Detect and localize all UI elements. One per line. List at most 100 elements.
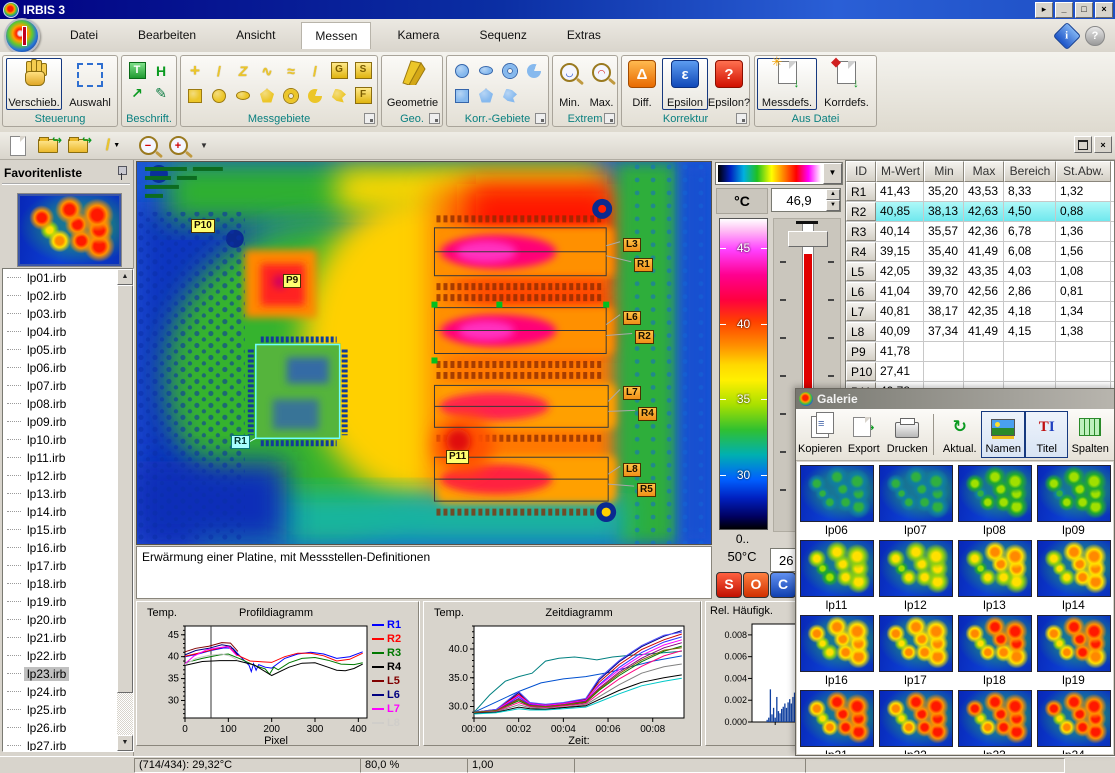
column-header-m-wert[interactable]: M-Wert: [876, 161, 924, 182]
help-icon[interactable]: ?: [1085, 26, 1105, 46]
image-label-p11[interactable]: P11: [446, 450, 469, 464]
list-item[interactable]: lp09.irb: [3, 413, 133, 431]
image-label-l6[interactable]: L6: [623, 311, 641, 325]
image-caption[interactable]: Erwärmung einer Platine, mit Messstellen…: [136, 546, 712, 599]
ring-cell[interactable]: [280, 85, 302, 106]
pen-icon[interactable]: ✎: [150, 83, 172, 104]
thermal-image-view[interactable]: P10P9P11R1L3R1L6R2L7R4L8R5: [136, 161, 712, 545]
list-item[interactable]: lp21.irb: [3, 629, 133, 647]
messgebiete-launcher[interactable]: [364, 113, 375, 124]
gallery-item[interactable]: lp11: [799, 540, 874, 614]
zigzag-line-icon[interactable]: Z: [239, 64, 248, 78]
legend-l7[interactable]: L7: [372, 702, 416, 716]
gallery-tool-spalten[interactable]: Spalten: [1068, 411, 1112, 458]
table-row[interactable]: R340,1435,5742,366,781,36: [846, 222, 1114, 242]
zoom-in-button[interactable]: +: [166, 135, 190, 157]
letter-f-icon[interactable]: F: [355, 87, 372, 104]
gallery-item[interactable]: lp13: [957, 540, 1032, 614]
circle-shape-icon[interactable]: [212, 89, 226, 103]
table-row[interactable]: R439,1535,4041,496,081,56: [846, 242, 1114, 262]
legend-l5[interactable]: L5: [372, 674, 416, 688]
image-label-p9[interactable]: P9: [283, 274, 301, 288]
legend-l8[interactable]: L8: [372, 716, 416, 730]
gallery-thumbnail-lp23[interactable]: [958, 690, 1032, 747]
menu-datei[interactable]: Datei: [56, 22, 112, 49]
pie-shape-icon[interactable]: [527, 64, 541, 78]
image-label-l7[interactable]: L7: [623, 386, 641, 400]
gallery-titlebar[interactable]: Galerie: [796, 389, 1114, 409]
list-item[interactable]: lp11.irb: [3, 449, 133, 467]
polygon-shape-icon[interactable]: [332, 89, 346, 103]
rect-cell[interactable]: [184, 85, 206, 106]
gallery-thumbnail-lp09[interactable]: [1037, 465, 1111, 522]
image-label-l8[interactable]: L8: [623, 463, 641, 477]
legend-r3[interactable]: R3: [372, 646, 416, 660]
table-row[interactable]: L542,0539,3243,354,031,08: [846, 262, 1114, 282]
gallery-thumbnail-lp22[interactable]: [879, 690, 953, 747]
epsilon-button[interactable]: ε Epsilon: [662, 58, 708, 110]
gallery-tool-titel[interactable]: TITitel: [1025, 411, 1069, 458]
angle-line-icon[interactable]: /: [313, 64, 317, 78]
line-icon[interactable]: /: [217, 64, 221, 78]
minimize-button[interactable]: _: [1055, 2, 1073, 18]
gallery-item[interactable]: lp23: [957, 690, 1032, 754]
close-pane-button[interactable]: ×: [1094, 136, 1112, 153]
ring-shape-icon[interactable]: [284, 89, 298, 103]
list-item[interactable]: lp04.irb: [3, 323, 133, 341]
pie-cell[interactable]: [523, 60, 545, 81]
pentagon-shape-icon[interactable]: [260, 89, 274, 103]
list-item[interactable]: lp08.irb: [3, 395, 133, 413]
pentagon-cell[interactable]: [475, 85, 497, 106]
gallery-thumbnail-lp07[interactable]: [879, 465, 953, 522]
list-item[interactable]: lp06.irb: [3, 359, 133, 377]
gallery-item[interactable]: lp24: [1036, 690, 1111, 754]
menu-kamera[interactable]: Kamera: [383, 22, 453, 49]
image-label-r1[interactable]: R1: [231, 435, 250, 449]
image-label-l3[interactable]: L3: [623, 238, 641, 252]
rect-shape-icon[interactable]: [455, 89, 469, 103]
column-header-bereich[interactable]: Bereich: [1004, 161, 1056, 182]
open-file-button[interactable]: ↪: [36, 135, 60, 157]
list-item[interactable]: lp05.irb: [3, 341, 133, 359]
angle-line-cell[interactable]: /: [304, 60, 326, 81]
polyline-cell[interactable]: ∿: [256, 60, 278, 81]
s-button[interactable]: S: [716, 572, 742, 598]
info-diamond-icon[interactable]: i: [1053, 21, 1081, 49]
menu-messen[interactable]: Messen: [301, 22, 371, 49]
image-label-r4[interactable]: R4: [638, 407, 657, 421]
open-file-alt-button[interactable]: ↪: [66, 135, 90, 157]
messdefs-button[interactable]: ✳↓ Messdefs.: [757, 58, 817, 110]
legend-l6[interactable]: L6: [372, 688, 416, 702]
gallery-thumbnail-lp14[interactable]: [1037, 540, 1111, 597]
list-item[interactable]: lp02.irb: [3, 287, 133, 305]
list-item[interactable]: lp27.irb: [3, 737, 133, 752]
spin-down-icon[interactable]: ▼: [826, 200, 840, 211]
maximize-button[interactable]: □: [1075, 2, 1093, 18]
scroll-down-button[interactable]: ▼: [117, 735, 133, 751]
freehand-line-cell[interactable]: ≈: [280, 60, 302, 81]
circle-cell[interactable]: [208, 85, 230, 106]
cross-point-icon[interactable]: +: [190, 64, 200, 78]
gallery-item[interactable]: lp18: [957, 615, 1032, 689]
legend-r1[interactable]: R1: [372, 618, 416, 632]
min-button[interactable]: ◡ Min.: [554, 58, 585, 110]
table-row[interactable]: P941,78: [846, 342, 1114, 362]
list-item[interactable]: lp16.irb: [3, 539, 133, 557]
legend-r4[interactable]: R4: [372, 660, 416, 674]
list-item[interactable]: lp19.irb: [3, 593, 133, 611]
color-scale-bar[interactable]: 45403530: [719, 218, 768, 530]
menu-bearbeiten[interactable]: Bearbeiten: [124, 22, 210, 49]
verschieb-button[interactable]: Verschieb.: [6, 58, 62, 110]
zigzag-line-cell[interactable]: Z: [232, 60, 254, 81]
palette-selector[interactable]: ▼: [715, 162, 843, 185]
gallery-item[interactable]: lp21: [799, 690, 874, 754]
gallery-thumbnail-lp06[interactable]: [800, 465, 874, 522]
c-button[interactable]: C: [770, 572, 796, 598]
korr-gebiete-launcher[interactable]: [535, 113, 546, 124]
auswahl-button[interactable]: Auswahl: [65, 58, 115, 110]
circle-shape-icon[interactable]: [455, 64, 469, 78]
ellipse-shape-icon[interactable]: [479, 66, 493, 75]
gallery-tool-kopieren[interactable]: Kopieren: [798, 411, 842, 458]
gallery-item[interactable]: lp17: [878, 615, 953, 689]
table-row[interactable]: L840,0937,3441,494,151,38: [846, 322, 1114, 342]
